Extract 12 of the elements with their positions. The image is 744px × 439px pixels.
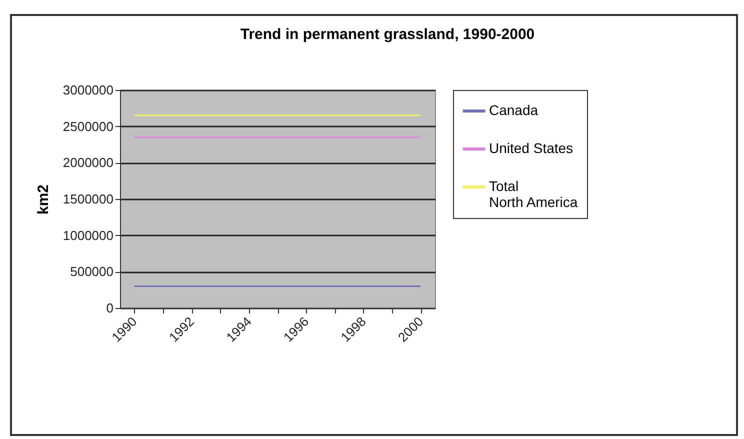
- y-axis-title: km2: [34, 184, 52, 215]
- y-tick-label: 1500000: [62, 192, 114, 206]
- y-tick-label: 500000: [70, 264, 114, 280]
- legend-label: United States: [489, 140, 574, 156]
- legend-label: Canada: [489, 102, 538, 118]
- legend-label: Total North America: [489, 178, 578, 210]
- y-tick-label: 2500000: [62, 118, 114, 134]
- y-tick-label: 0: [106, 300, 114, 316]
- y-tick-label: 2000000: [62, 155, 114, 170]
- chart-title: Trend in permanent grassland, 1990-2000: [240, 26, 535, 43]
- y-tick-label: 1000000: [62, 228, 114, 243]
- y-tick-label: 3000000: [62, 82, 114, 98]
